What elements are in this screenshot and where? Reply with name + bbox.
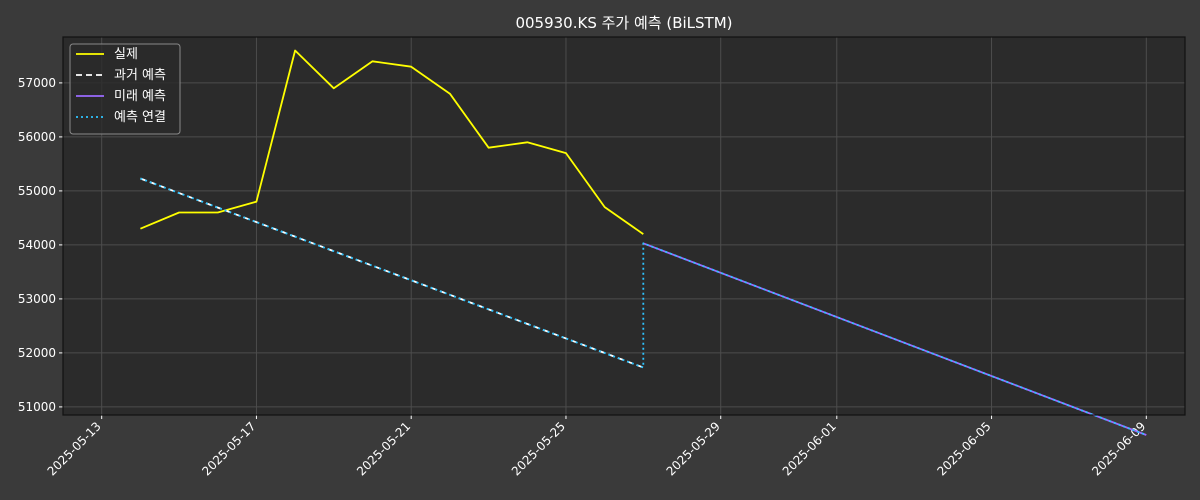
axes-frame — [62, 36, 1186, 416]
y-tick-label: 52000 — [18, 346, 56, 360]
legend-label-3: 예측 연결 — [114, 110, 166, 125]
y-tick-label: 56000 — [18, 130, 56, 144]
y-tick-label: 51000 — [18, 400, 56, 414]
legend-label-0: 실제 — [114, 47, 138, 62]
plot-area: 510005200053000540005500056000570002025-… — [18, 36, 1186, 478]
legend-label-2: 미래 예측 — [114, 89, 166, 104]
chart-title: 005930.KS 주가 예측 (BiLSTM) — [515, 14, 732, 32]
y-tick-label: 53000 — [18, 292, 56, 306]
series-line-3 — [140, 177, 1147, 436]
series-line-0 — [140, 49, 644, 235]
y-tick-label: 55000 — [18, 184, 56, 198]
legend-label-1: 과거 예측 — [114, 68, 166, 83]
y-tick-label: 54000 — [18, 238, 56, 252]
axes-background — [63, 37, 1185, 415]
legend-box — [69, 43, 181, 135]
y-tick-label: 57000 — [18, 76, 56, 90]
